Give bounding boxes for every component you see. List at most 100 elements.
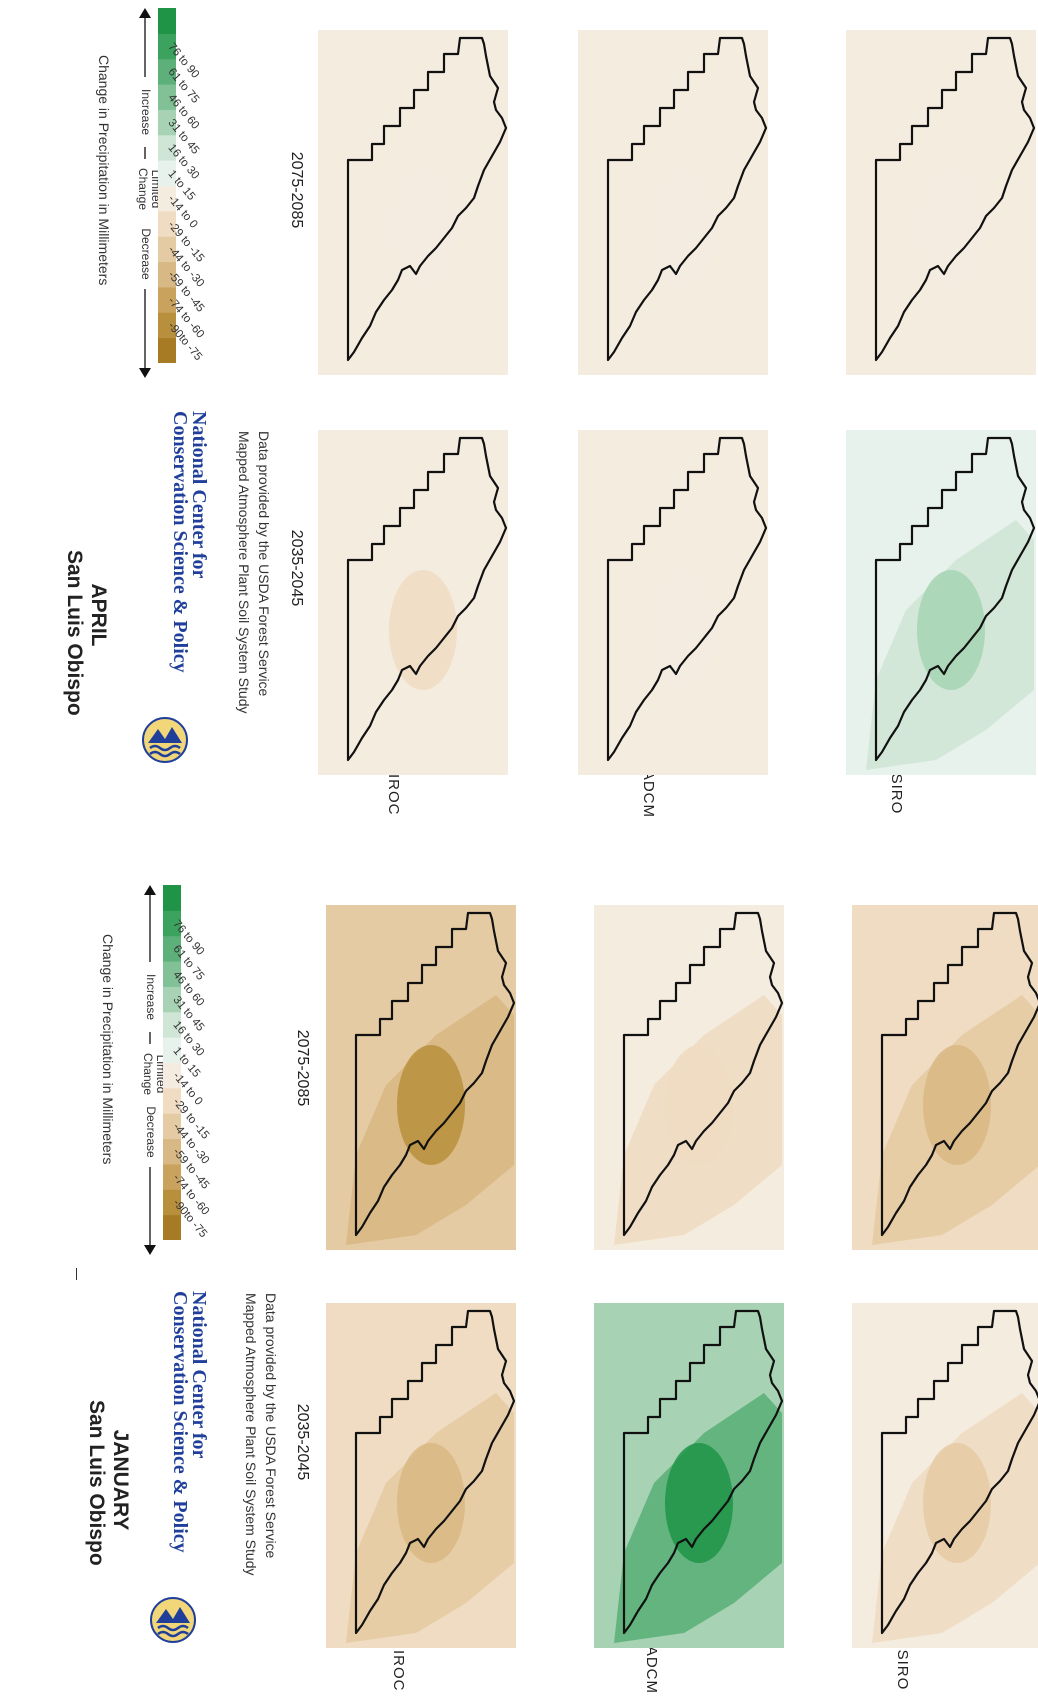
map-svg (578, 30, 768, 375)
map-miroc-2035-2045 (326, 1303, 516, 1648)
january-title: JANUARY San Luis Obispo (72, 1400, 132, 1566)
map-csiro-2035-2045 (846, 430, 1036, 775)
colorbar-swatch (158, 8, 176, 34)
legend-title: Change in Precipitation in Millimeters (96, 55, 112, 286)
colorbar-swatch (158, 84, 176, 110)
county-outline (354, 1309, 516, 1635)
precip-core (389, 570, 457, 690)
precip-core (917, 570, 985, 690)
map-svg (594, 905, 784, 1250)
period-2035-2045: 2035-2045 (288, 529, 305, 607)
precip-core (665, 1443, 733, 1563)
legend-ticks: -90to -75 -74 to -60 -59 to -45 -44 to -30-… (165, 8, 238, 388)
place-label: San Luis Obispo (63, 550, 86, 716)
map-hadcm-2035-2045 (578, 430, 768, 775)
colorbar-swatch (158, 210, 176, 237)
county-outline (606, 36, 768, 362)
period-2075-2085: 2075-2085 (288, 151, 305, 229)
precip-core (649, 570, 717, 690)
map-csiro-2075-2085 (852, 905, 1038, 1250)
colorbar-swatch (158, 312, 176, 339)
legend-decrease-label: Decrease (138, 219, 153, 289)
county-outline (874, 36, 1036, 362)
colorbar-swatch (163, 1113, 181, 1140)
precip-core (397, 1443, 465, 1563)
colorbar-swatch (163, 986, 181, 1013)
colorbar-svg (158, 8, 176, 364)
colorbar-swatch (158, 58, 176, 85)
org-name: National Center for Conservation Science… (169, 1291, 210, 1553)
period-2075-2085: 2075-2085 (294, 1029, 311, 1107)
county-outline (354, 911, 516, 1237)
county-outline (606, 436, 768, 762)
map-svg (318, 430, 508, 775)
legend-ticks: -90to -75 -74 to -60 -59 to -45 -44 to -30-… (170, 885, 243, 1265)
map-hadcm-2075-2085 (578, 30, 768, 375)
colorbar-swatch (163, 1138, 181, 1165)
separator-dash (76, 1268, 77, 1280)
legend-colorbar (158, 8, 176, 364)
legend-increase-label: Increase (143, 962, 158, 1032)
precip-core (923, 1443, 991, 1563)
colorbar-swatch (158, 109, 176, 136)
period-2035-2045: 2035-2045 (294, 1403, 311, 1481)
colorbar-swatch (163, 1062, 181, 1089)
colorbar-swatch (163, 885, 181, 911)
county-outline (346, 436, 508, 762)
colorbar-swatch (158, 261, 176, 288)
county-outline (622, 1309, 784, 1635)
map-hadcm-2075-2085 (594, 905, 784, 1250)
ncssp-logo-icon (142, 715, 188, 765)
month-label: APRIL (87, 583, 110, 647)
map-miroc-2075-2085 (318, 30, 508, 375)
colorbar-swatch (158, 236, 176, 263)
colorbar-swatch (163, 1087, 181, 1114)
map-hadcm-2035-2045 (594, 1303, 784, 1648)
colorbar-swatch (163, 1163, 181, 1190)
map-svg (852, 905, 1038, 1250)
precip-core (397, 1045, 465, 1165)
colorbar-swatch (163, 961, 181, 987)
map-miroc-2075-2085 (326, 905, 516, 1250)
legend-title: Change in Precipitation in Millimeters (100, 934, 116, 1165)
map-svg (326, 1303, 516, 1648)
map-miroc-2035-2045 (318, 430, 508, 775)
county-outline (874, 436, 1036, 762)
precip-core (923, 1045, 991, 1165)
colorbar-svg (163, 885, 181, 1241)
colorbar-swatch (163, 1011, 181, 1038)
colorbar-swatch (158, 160, 176, 186)
county-outline (346, 36, 508, 362)
map-svg (846, 430, 1036, 775)
precip-core (649, 170, 717, 290)
map-svg (578, 430, 768, 775)
april-title: APRIL San Luis Obispo (50, 550, 110, 716)
colorbar-swatch (158, 33, 176, 60)
map-svg (326, 905, 516, 1250)
data-credit: Data provided by the USDA Forest Service… (236, 431, 272, 714)
colorbar-swatch (163, 1037, 181, 1063)
ncssp-logo-icon (150, 1595, 196, 1645)
legend-decrease-label: Decrease (143, 1097, 158, 1167)
month-label: JANUARY (109, 1429, 132, 1531)
precip-core (917, 170, 985, 290)
map-svg (594, 1303, 784, 1648)
colorbar-swatch (158, 134, 176, 161)
colorbar-swatch (163, 1189, 181, 1216)
colorbar-swatch (158, 185, 176, 212)
map-csiro-2075-2085 (846, 30, 1036, 375)
legend-colorbar (163, 885, 181, 1241)
legend-increase-label: Increase (138, 77, 153, 147)
county-outline (622, 911, 784, 1237)
place-label: San Luis Obispo (85, 1400, 108, 1566)
colorbar-swatch (163, 1214, 181, 1241)
colorbar-swatch (163, 935, 181, 962)
precip-core (665, 1045, 733, 1165)
data-credit: Data provided by the USDA Forest Service… (243, 1293, 279, 1576)
map-svg (846, 30, 1036, 375)
colorbar-swatch (163, 910, 181, 937)
org-name: National Center for Conservation Science… (169, 411, 210, 673)
county-outline (880, 911, 1038, 1237)
map-csiro-2035-2045 (852, 1303, 1038, 1648)
county-outline (880, 1309, 1038, 1635)
